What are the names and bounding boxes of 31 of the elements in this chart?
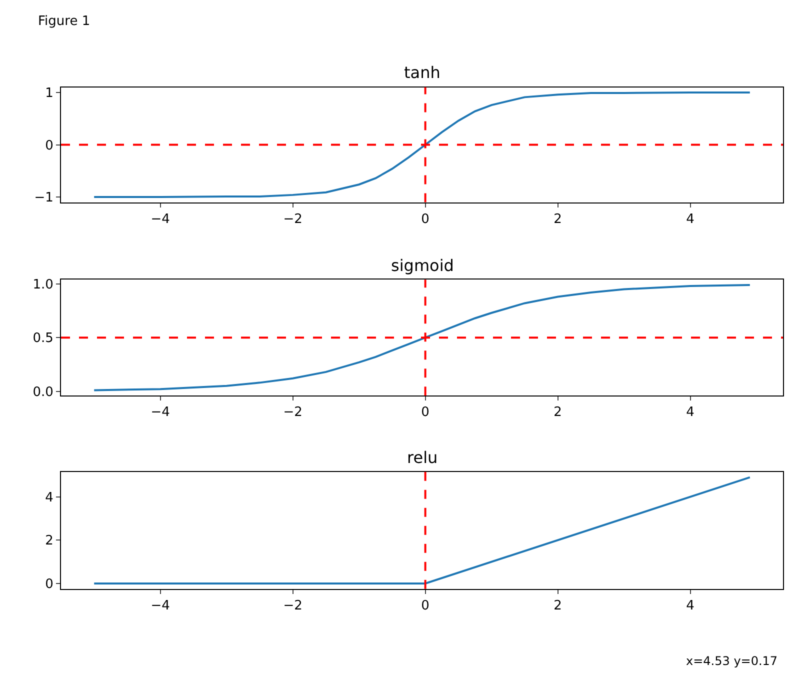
x-tick-label: 2 (554, 212, 562, 227)
y-tick-label: 1.0 (32, 277, 54, 292)
x-tick-label: −4 (150, 212, 170, 227)
line-series (93, 91, 751, 198)
y-tick-label: 4 (45, 490, 54, 506)
chart-title: relu (407, 448, 438, 467)
text: x=4.53 y=0.17 (686, 654, 778, 668)
line-series (93, 284, 751, 392)
x-tick-label: −2 (283, 405, 302, 420)
y-tick-label: 1 (45, 86, 54, 102)
x-tick-label: 0 (421, 598, 430, 614)
x-tick-label: −4 (150, 598, 170, 614)
x-tick-label: 2 (554, 598, 562, 614)
x-tick-label: 4 (686, 598, 694, 614)
x-tick-label: 4 (686, 405, 694, 420)
x-tick-label: 0 (421, 212, 430, 227)
y-tick-label: 2 (45, 534, 54, 549)
y-tick-label: −1 (34, 190, 54, 206)
chart-title: sigmoid (391, 256, 454, 275)
x-tick-label: 0 (421, 405, 430, 420)
x-tick-label: 4 (686, 212, 694, 227)
caption: Figure 1 (38, 14, 90, 29)
y-tick-label: 0.5 (32, 331, 54, 346)
x-tick-label: 2 (554, 405, 562, 420)
chart-title: tanh (404, 63, 440, 82)
y-tick-label: 0 (45, 138, 54, 154)
y-tick-label: 0.0 (32, 384, 54, 400)
x-tick-label: −4 (150, 405, 170, 420)
x-tick-label: −2 (283, 212, 302, 227)
y-tick-label: 0 (45, 577, 54, 592)
x-tick-label: −2 (283, 598, 302, 614)
